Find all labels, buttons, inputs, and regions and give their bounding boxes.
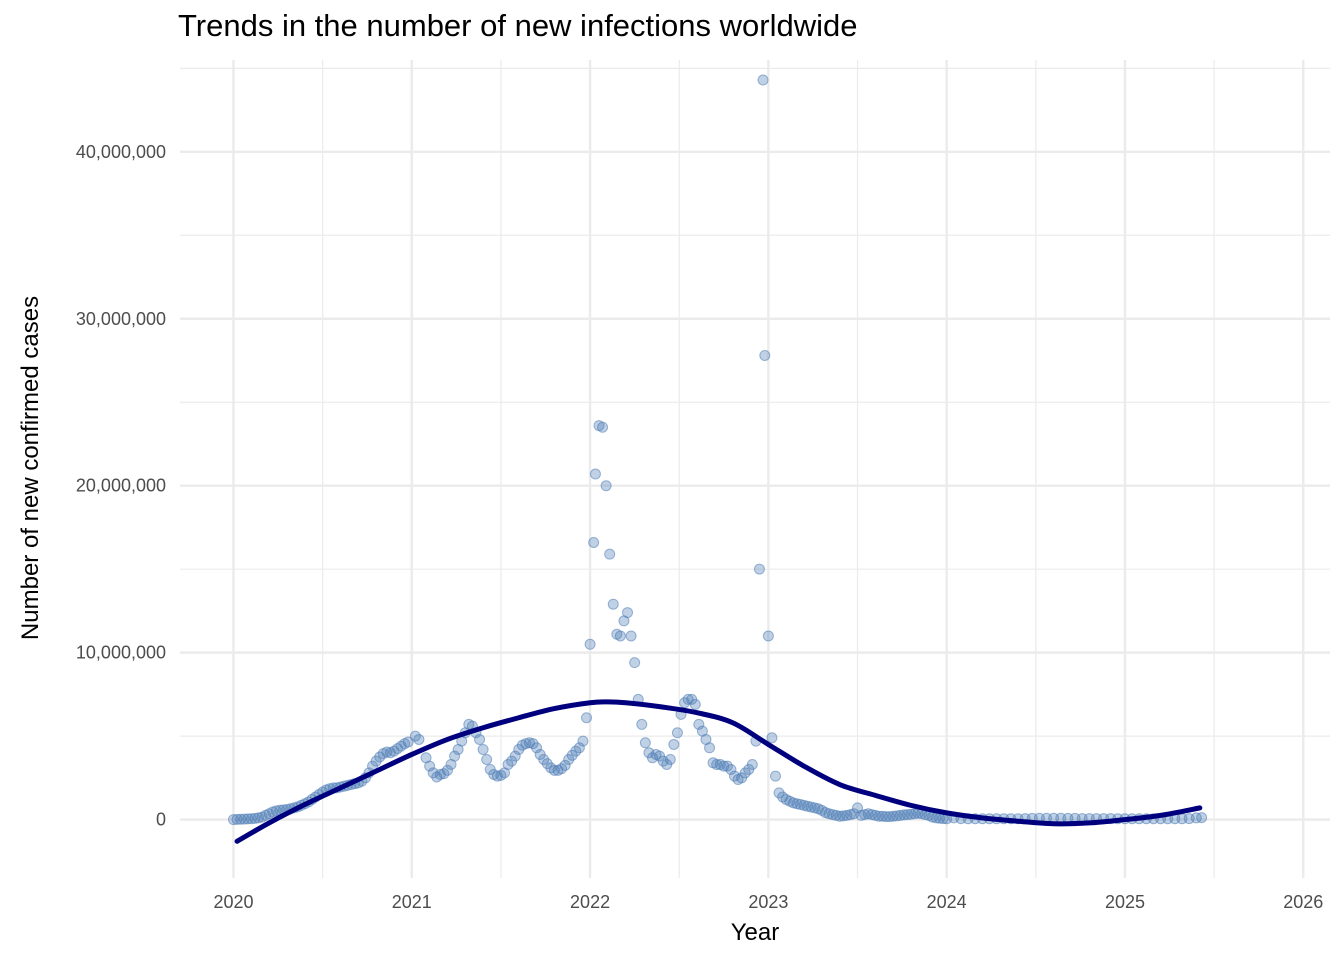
data-point [622, 607, 634, 619]
data-point [693, 718, 705, 730]
x-tick-label: 2026 [1283, 892, 1323, 912]
x-tick-label: 2022 [570, 892, 610, 912]
data-point [689, 698, 701, 710]
data-point [589, 468, 601, 480]
data-point [449, 750, 461, 762]
data-point [531, 742, 543, 754]
y-axis-title: Number of new confirmed cases [17, 296, 44, 640]
data-point [671, 727, 683, 739]
y-tick-label: 20,000,000 [76, 476, 166, 496]
data-point [559, 759, 571, 771]
data-point [757, 74, 769, 86]
x-tick-label: 2020 [213, 892, 253, 912]
data-point [759, 349, 771, 361]
data-point [577, 735, 589, 747]
data-point [607, 598, 619, 610]
y-tick-label: 10,000,000 [76, 643, 166, 663]
data-point [725, 763, 737, 775]
data-point [481, 753, 493, 765]
data-point [1196, 812, 1208, 824]
data-point [746, 758, 758, 770]
x-tick-label: 2025 [1105, 892, 1145, 912]
x-tick-label: 2023 [748, 892, 788, 912]
data-point [636, 718, 648, 730]
data-point [762, 630, 774, 642]
data-point [629, 657, 641, 669]
x-axis-title: Year [731, 919, 780, 946]
data-point [639, 737, 651, 749]
data-point [664, 753, 676, 765]
data-point [441, 764, 453, 776]
data-point [604, 548, 616, 560]
data-point [753, 563, 765, 575]
data-point [704, 742, 716, 754]
x-tick-label: 2024 [927, 892, 967, 912]
data-point [402, 736, 414, 748]
points-layer [227, 74, 1208, 826]
trend-line [234, 699, 1203, 844]
data-point [474, 733, 486, 745]
data-point [477, 743, 489, 755]
tick-layer: 2020 2021 2022 2023 2024 2025 2026 0 10,000,000 2… [76, 142, 1323, 912]
data-point [581, 712, 593, 724]
chart-title: Trends in the number of new infections w… [178, 8, 858, 43]
data-point [573, 742, 585, 754]
data-point [413, 733, 425, 745]
data-point [424, 760, 436, 772]
data-point [770, 770, 782, 782]
data-point [509, 750, 521, 762]
trend-layer [234, 699, 1203, 844]
grid-layer [180, 60, 1330, 878]
data-point [766, 732, 778, 744]
data-point [600, 480, 612, 492]
data-point [625, 630, 637, 642]
y-tick-label: 40,000,000 [76, 142, 166, 162]
data-point [668, 738, 680, 750]
y-tick-label: 30,000,000 [76, 309, 166, 329]
x-tick-label: 2021 [392, 892, 432, 912]
data-point [584, 638, 596, 650]
data-point [588, 536, 600, 548]
data-point [614, 630, 626, 642]
data-point [597, 421, 609, 433]
y-tick-label: 0 [156, 810, 166, 830]
